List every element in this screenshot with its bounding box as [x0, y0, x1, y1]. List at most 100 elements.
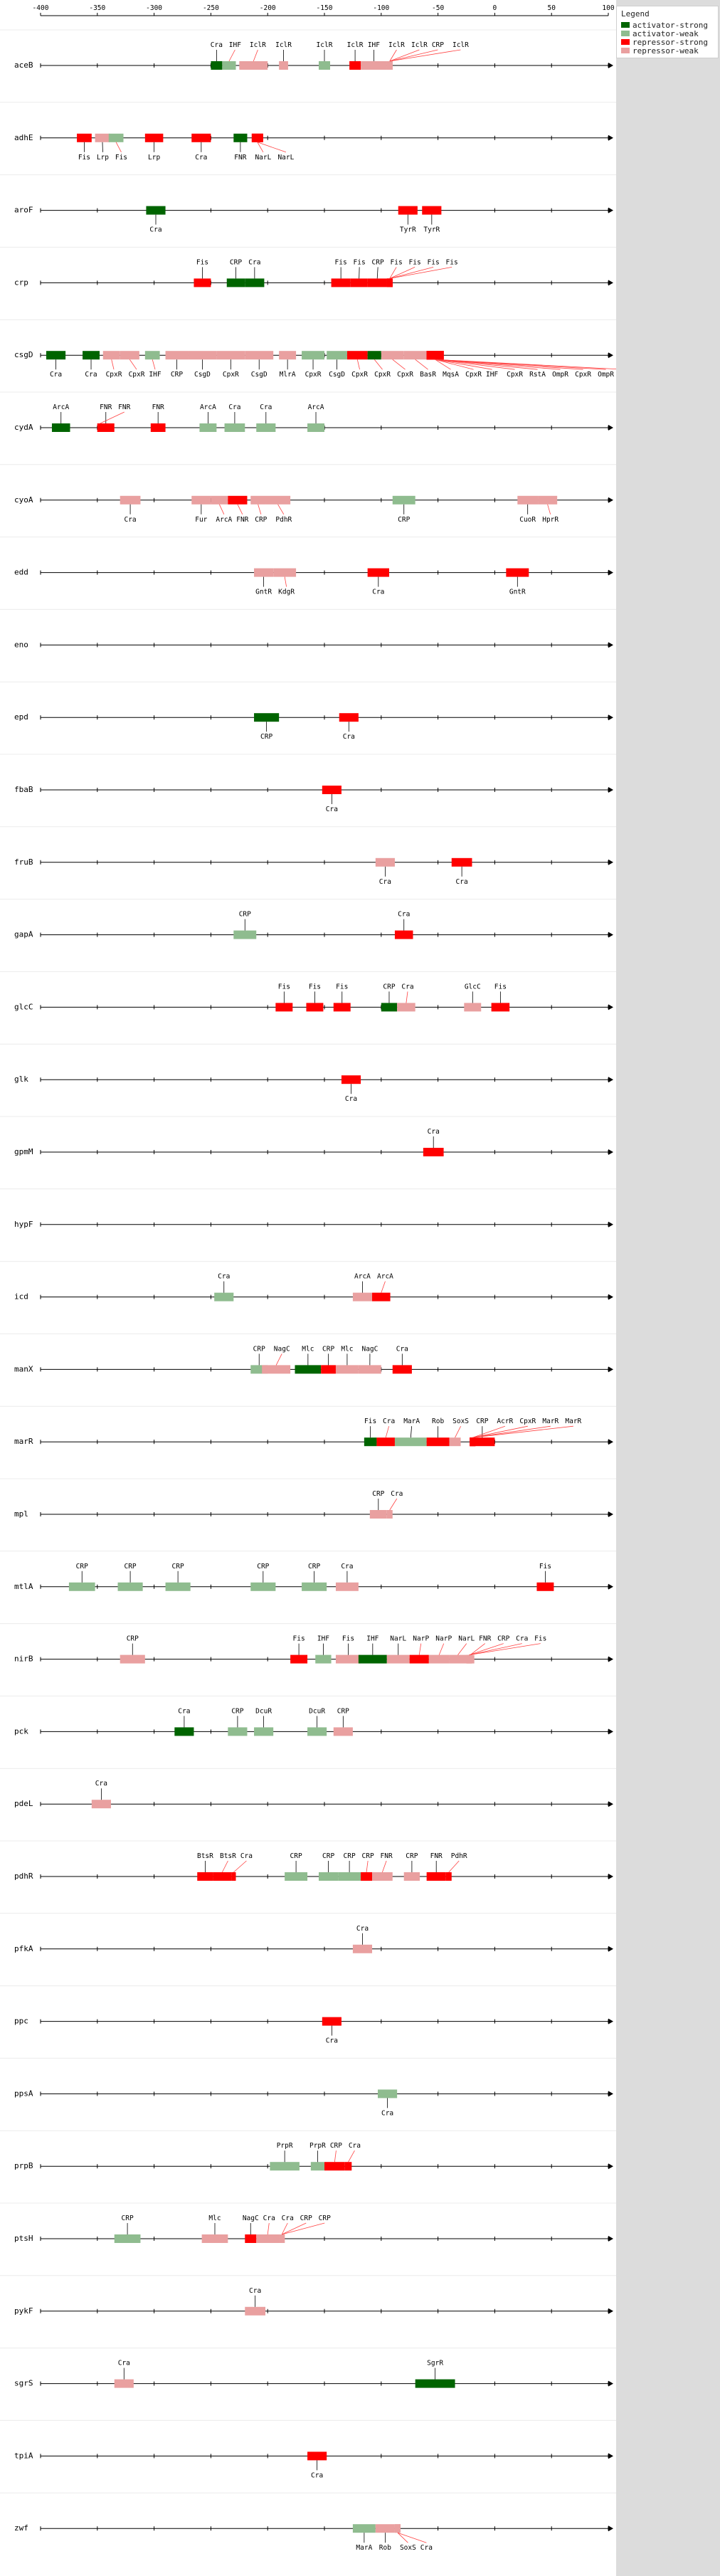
site-label-Cra: Cra — [248, 258, 260, 266]
binding-site-CRP — [114, 2234, 141, 2243]
site-label-Rob: Rob — [379, 2544, 391, 2552]
site-label-CpxR: CpxR — [305, 371, 322, 379]
site-label-TyrR: TyrR — [423, 226, 440, 234]
track-arrow — [608, 280, 613, 286]
site-leader-line — [111, 359, 115, 370]
binding-site-Cra — [191, 133, 211, 142]
binding-site-Fis — [364, 1437, 377, 1447]
gene-label: gapA — [14, 930, 33, 939]
site-label-CRP: CRP — [260, 733, 272, 741]
site-leader-line — [435, 359, 492, 370]
gene-label: eno — [14, 640, 28, 649]
gene-label: tpiA — [14, 2451, 33, 2460]
site-leader-line — [257, 142, 264, 152]
site-leader-line — [389, 267, 415, 279]
site-label-CpxR: CpxR — [507, 371, 523, 379]
binding-site-Cra — [386, 1510, 393, 1519]
gene-label: fbaB — [14, 785, 33, 794]
binding-site-CRP — [165, 1582, 191, 1591]
binding-site-DcuR — [254, 1727, 274, 1736]
site-label-IHF: IHF — [366, 1635, 378, 1643]
site-leader-line — [284, 576, 287, 587]
track-arrow — [608, 1294, 613, 1300]
site-label-Cra: Cra — [282, 2215, 294, 2222]
track-arrow — [608, 1728, 613, 1735]
site-label-MlrA: MlrA — [280, 371, 296, 379]
binding-site-Cra — [211, 61, 223, 70]
binding-site-CRP — [333, 1727, 353, 1736]
site-label-Cra: Cra — [349, 2142, 361, 2150]
site-label-Fis: Fis — [354, 258, 366, 266]
gene-label: fruB — [14, 857, 33, 867]
track-arrow — [608, 134, 613, 141]
site-leader-line — [470, 1643, 485, 1655]
binding-site-NarL — [386, 1654, 410, 1664]
site-label-Fis: Fis — [115, 154, 127, 162]
site-leader-line — [397, 2532, 427, 2543]
binding-site-Cra — [378, 2089, 398, 2099]
binding-site-TyrR — [422, 206, 442, 215]
binding-site-CRP — [319, 1872, 339, 1881]
site-leader-line — [222, 1860, 228, 1873]
site-label-Cra: Cra — [85, 371, 97, 379]
binding-site-IclR — [239, 61, 268, 70]
site-label-ArcA: ArcA — [53, 403, 69, 411]
binding-site-Cra — [339, 713, 359, 722]
site-label-Cra: Cra — [50, 371, 62, 379]
binding-site-CRP — [226, 278, 245, 287]
site-leader-line — [228, 49, 235, 62]
site-label-OmpR: OmpR — [598, 371, 614, 379]
site-label-FNR: FNR — [430, 1852, 443, 1860]
binding-site-ArcA — [307, 423, 324, 432]
binding-site-ArcA — [51, 423, 70, 432]
site-label-CRP: CRP — [398, 516, 410, 524]
gene-label: cyoA — [14, 495, 33, 505]
site-leader-line — [382, 1860, 387, 1873]
site-label-CRP: CRP — [124, 1563, 136, 1571]
site-label-Fis: Fis — [494, 983, 507, 991]
site-label-CpxR: CpxR — [223, 371, 239, 379]
site-label-CRP: CRP — [476, 1418, 488, 1425]
gene-label: sgrS — [14, 2379, 33, 2388]
site-label-CpxR: CpxR — [374, 371, 391, 379]
site-leader-line — [334, 2150, 337, 2163]
site-leader-line — [448, 1860, 460, 1873]
site-label-CpxR: CpxR — [129, 371, 145, 379]
legend-item-repressor-strong: repressor-strong — [621, 38, 714, 47]
site-leader-line — [281, 2222, 307, 2235]
binding-site-CRP — [228, 1727, 248, 1736]
site-leader-line — [348, 2150, 355, 2163]
site-label-SoxS: SoxS — [400, 2544, 416, 2552]
binding-site-MlrA — [279, 351, 297, 360]
track-arrow — [608, 642, 613, 648]
binding-site-Mlc — [201, 2234, 228, 2243]
site-label-CRP: CRP — [76, 1563, 88, 1571]
site-label-Cra: Cra — [240, 1852, 253, 1860]
binding-site-GntR — [254, 568, 274, 577]
binding-site-CRP — [367, 278, 387, 287]
binding-site-Cra — [146, 206, 166, 215]
site-label-MarR: MarR — [542, 1418, 558, 1425]
binding-site-Cra — [231, 1872, 236, 1881]
site-leader-line — [381, 1281, 386, 1293]
binding-site-GlcC — [464, 1003, 482, 1012]
site-label-Fis: Fis — [196, 258, 208, 266]
binding-site-PdhR — [445, 1872, 452, 1881]
track-arrow — [608, 1366, 613, 1373]
track-arrow — [608, 497, 613, 503]
site-label-FNR: FNR — [236, 516, 248, 524]
site-leader-line — [472, 1425, 528, 1438]
site-leader-line — [389, 267, 397, 279]
site-label-CRP: CRP — [231, 1707, 243, 1715]
track-arrow — [608, 1874, 613, 1879]
site-label-Cra: Cra — [260, 403, 272, 411]
site-label-IHF: IHF — [317, 1635, 329, 1643]
binding-site-CRP — [250, 1582, 276, 1591]
site-leader-line — [472, 1425, 551, 1438]
site-label-IclR: IclR — [250, 41, 266, 49]
site-label-Cra: Cra — [383, 1418, 395, 1425]
site-label-DcuR: DcuR — [309, 1707, 325, 1715]
binding-site-Fis — [350, 278, 368, 287]
binding-site-NarP — [428, 1654, 450, 1664]
legend-title: Legend — [621, 9, 650, 19]
